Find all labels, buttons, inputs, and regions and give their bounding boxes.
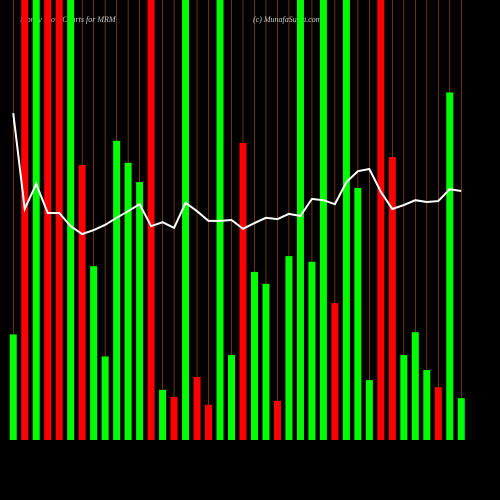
bar bbox=[193, 377, 201, 440]
bar bbox=[9, 334, 17, 440]
bar bbox=[342, 0, 350, 440]
bar bbox=[308, 261, 316, 440]
bar bbox=[124, 162, 132, 441]
bar bbox=[377, 0, 385, 440]
bar bbox=[136, 182, 144, 440]
money-flow-line bbox=[12, 112, 462, 236]
bar bbox=[250, 271, 258, 440]
bar bbox=[55, 0, 63, 440]
bar bbox=[21, 0, 29, 440]
bar bbox=[423, 370, 431, 440]
bar bbox=[182, 0, 190, 440]
bar bbox=[400, 355, 408, 440]
bar bbox=[457, 398, 465, 440]
bar bbox=[434, 387, 442, 440]
bar bbox=[205, 404, 213, 440]
bar bbox=[285, 256, 293, 440]
bar bbox=[170, 396, 178, 440]
bar bbox=[228, 355, 236, 440]
bar bbox=[446, 92, 454, 441]
bar bbox=[147, 0, 155, 440]
bar bbox=[32, 0, 40, 440]
bar bbox=[159, 389, 167, 440]
bar bbox=[296, 0, 304, 440]
bar bbox=[78, 165, 86, 440]
bar bbox=[354, 187, 362, 440]
bar bbox=[113, 140, 121, 441]
bar bbox=[331, 303, 339, 440]
bar bbox=[388, 157, 396, 440]
bar bbox=[365, 380, 373, 440]
bar bbox=[262, 283, 270, 440]
bar bbox=[44, 0, 52, 440]
bar bbox=[273, 400, 281, 440]
bar bbox=[101, 356, 109, 440]
bar bbox=[411, 332, 419, 440]
bar bbox=[90, 266, 98, 440]
bar bbox=[67, 0, 75, 440]
chart-subtitle: (c) MunafaSutra.com bbox=[253, 15, 322, 24]
bar bbox=[239, 143, 247, 440]
bar bbox=[319, 0, 327, 440]
